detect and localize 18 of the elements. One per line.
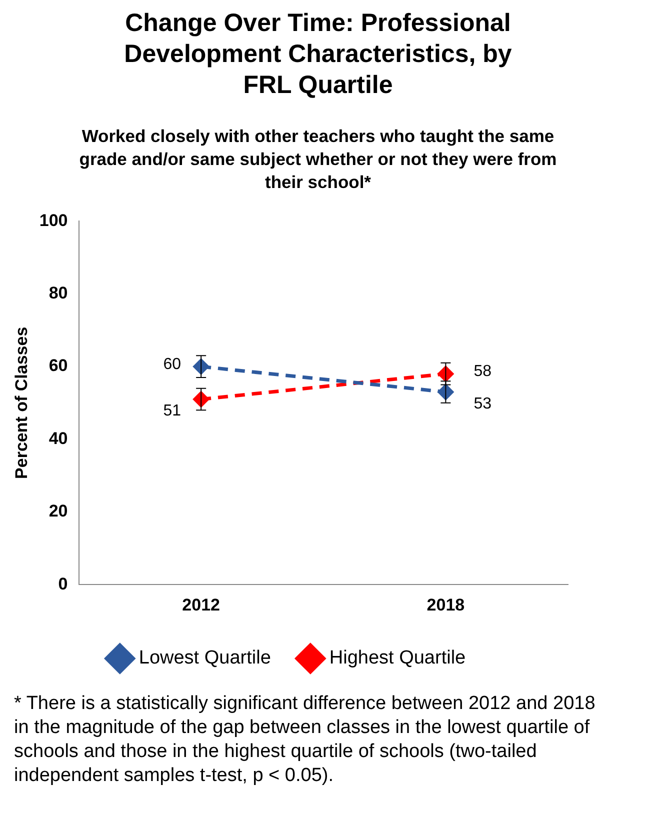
y-tick-label: 20 (48, 502, 68, 521)
data-label: 60 (163, 356, 182, 373)
x-tick-label: 2012 (182, 595, 220, 614)
legend-label: Lowest Quartile (138, 648, 271, 669)
y-axis-title: Percent of Classes (12, 326, 31, 479)
y-tick-label: 80 (48, 284, 68, 303)
y-tick-label: 100 (39, 210, 68, 230)
chart-subtitle: Worked closely with other teachers who taught the same grade and/or same subject whether or not they were from their school* (78, 125, 558, 194)
text: * There is a statistically significant difference between 2012 and 2018 in the magnitude of the gap between classes in the lowest quartile of schools and those in the highest quartile of schools (two-tailed independent samples t-test, p < 0.05). (13, 692, 596, 788)
data-label: 51 (163, 402, 182, 420)
y-tick-label: 0 (58, 574, 68, 594)
y-tick-label: 60 (48, 356, 68, 376)
y-tick-label: 40 (48, 428, 68, 448)
legend-label: Highest Quartile (329, 648, 466, 669)
data-label: 53 (474, 395, 492, 412)
chart-title: Change Over Time: Professional Development Characteristics, by FRL Quartile (123, 8, 513, 101)
data-label: 58 (474, 363, 492, 380)
x-tick-label: 2018 (426, 595, 465, 614)
